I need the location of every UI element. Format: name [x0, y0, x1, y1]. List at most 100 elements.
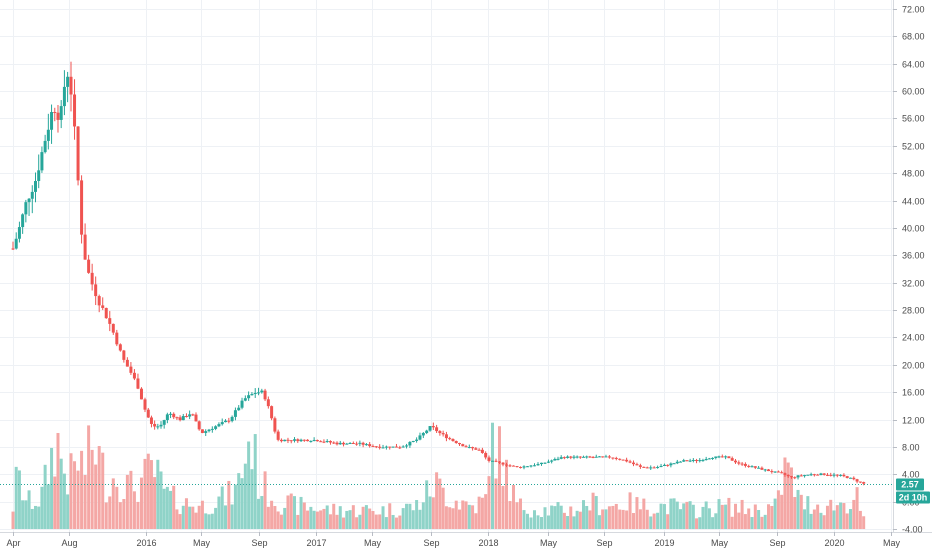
volume-bar-down	[645, 509, 649, 529]
axes	[0, 0, 932, 533]
candle-up	[559, 457, 563, 459]
candle-up	[809, 474, 813, 476]
price-tick-label: 16.00	[902, 388, 925, 398]
candle-down	[471, 447, 475, 449]
candle-down	[322, 441, 326, 443]
candle-down	[601, 456, 605, 458]
candle-down	[855, 479, 859, 482]
volume-bar-up	[796, 489, 800, 529]
candle-up	[575, 456, 579, 458]
volume-bar-down	[374, 514, 378, 529]
candle-down	[461, 444, 465, 447]
price-tick-label: 72.00	[902, 5, 925, 15]
last-price-label: 2.57	[901, 480, 919, 490]
candle-down	[780, 472, 784, 474]
candle-down	[812, 474, 816, 476]
candle-up	[169, 413, 173, 415]
candle-down	[368, 444, 372, 447]
volume-bar-up	[467, 504, 471, 529]
volume-bar-down	[194, 512, 198, 529]
volume-bar-down	[628, 492, 632, 529]
candle-up	[411, 440, 415, 442]
candle-up	[50, 112, 54, 130]
volume-bar-up	[260, 496, 264, 529]
candle-up	[33, 180, 37, 192]
volume-bar-down	[505, 459, 508, 529]
volume-bar-down	[635, 497, 639, 529]
candle-down	[858, 481, 862, 483]
volume-bar-down	[378, 514, 382, 529]
volume-bar-down	[197, 505, 201, 529]
candle-down	[87, 259, 91, 273]
volume-bar-up	[757, 510, 761, 529]
candle-down	[69, 76, 73, 95]
candle-up	[247, 395, 251, 399]
candle-up	[848, 477, 852, 479]
candle-down	[770, 471, 774, 473]
candle-up	[233, 410, 237, 417]
volume-bar-down	[862, 516, 866, 529]
volume-bar-down	[480, 497, 484, 529]
candle-down	[175, 417, 179, 419]
time-tick-label: Apr	[6, 538, 20, 548]
price-tick-label: 12.00	[902, 416, 925, 426]
volume-bar-down	[332, 503, 336, 529]
candle-down	[115, 332, 119, 345]
volume-bar-down	[737, 512, 741, 529]
price-tick-label: 36.00	[902, 251, 925, 261]
candle-down	[83, 234, 87, 260]
time-axis-labels[interactable]: Apr Aug 2016 May Sep 2017 May Sep 2018 May Sep 2019…	[6, 532, 900, 548]
volume-bar-up	[24, 500, 28, 529]
volume-bar-down	[487, 476, 491, 529]
candle-down	[276, 431, 280, 440]
time-tick-label: 2016	[136, 538, 156, 548]
candle-up	[421, 433, 425, 436]
candle-down	[614, 457, 618, 459]
volume-bar-up	[585, 505, 589, 529]
candle-up	[750, 466, 754, 468]
time-tick-label: Sep	[423, 538, 439, 548]
volume-bar-down	[727, 497, 731, 529]
candle-down	[747, 465, 751, 467]
volume-bar-down	[101, 452, 105, 529]
volume-bar-down	[368, 508, 372, 529]
volume-bar-down	[789, 467, 793, 529]
candle-down	[569, 456, 573, 458]
candle-down	[132, 372, 136, 379]
volume-bar-down	[458, 509, 461, 529]
candle-up	[711, 457, 715, 459]
volume-bar-up	[711, 517, 715, 529]
volume-bar-down	[286, 495, 290, 529]
volume-bar-down	[306, 510, 310, 529]
volume-bar-down	[852, 499, 856, 529]
candle-down	[129, 366, 133, 373]
candle-up	[240, 400, 244, 408]
candle-down	[378, 446, 382, 448]
volume-bar-down	[812, 509, 816, 529]
candle-up	[553, 459, 557, 461]
candle-down	[458, 443, 461, 445]
volume-bar-down	[474, 513, 478, 529]
volume-bar-down	[601, 509, 605, 529]
candle-down	[11, 248, 15, 250]
volume-bar-up	[214, 507, 218, 529]
candle-up	[188, 414, 192, 417]
volume-bar-down	[829, 499, 833, 529]
price-tick-label: 8.00	[902, 443, 920, 453]
candle-up	[345, 443, 349, 445]
candle-up	[796, 475, 800, 478]
candle-up	[325, 441, 329, 443]
volume-bar-up	[550, 505, 554, 529]
volume-bar-down	[498, 426, 501, 529]
volume-bar-down	[767, 504, 771, 529]
price-tick-label: -4.00	[902, 525, 923, 535]
volume-bar-up	[210, 513, 214, 529]
volume-bar-down	[591, 492, 595, 529]
volume-bar-up	[338, 506, 342, 529]
candle-up	[59, 106, 63, 120]
candle-down	[611, 457, 615, 459]
volume-bar-down	[508, 501, 512, 529]
volume-bar-down	[263, 471, 267, 529]
